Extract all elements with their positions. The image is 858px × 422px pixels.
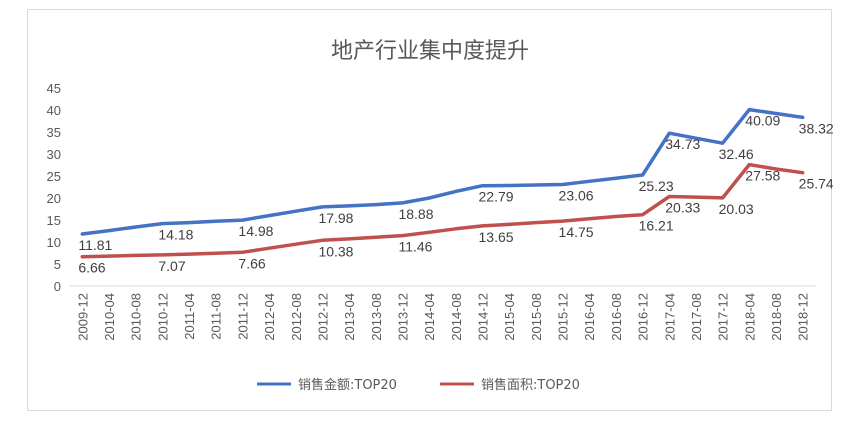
data-label: 7.07 [158, 258, 185, 274]
data-label: 27.58 [745, 168, 780, 184]
data-label: 25.23 [639, 178, 674, 194]
x-tick-label: 2016-12 [636, 293, 651, 341]
x-tick-label: 2013-12 [395, 293, 410, 341]
legend-label-sales-amount: 销售金额:TOP20 [298, 377, 397, 393]
data-label: 23.06 [559, 188, 594, 204]
x-tick-label: 2016-08 [609, 293, 624, 341]
x-tick-label: 2018-08 [769, 293, 784, 341]
data-label: 14.75 [559, 224, 594, 240]
data-label: 40.09 [745, 113, 780, 129]
data-label: 25.74 [799, 176, 833, 192]
y-tick-label: 20 [47, 191, 61, 206]
x-tick-label: 2012-12 [315, 293, 330, 341]
x-tick-label: 2015-04 [502, 293, 517, 341]
y-tick-label: 15 [47, 213, 61, 228]
x-tick-label: 2015-08 [529, 293, 544, 341]
y-tick-label: 25 [47, 169, 61, 184]
y-tick-label: 40 [47, 103, 61, 118]
data-label: 34.73 [665, 136, 700, 152]
x-tick-label: 2018-12 [796, 293, 811, 341]
data-label: 16.21 [639, 218, 674, 234]
x-tick-label: 2012-04 [262, 293, 277, 341]
data-label: 32.46 [719, 146, 754, 162]
x-tick-label: 2014-08 [449, 293, 464, 341]
chart-frame: 地产行业集中度提升 0 5 10 15 20 25 30 35 40 45 2009-12 2010… [27, 9, 833, 411]
data-label: 17.98 [318, 210, 353, 226]
x-tick-label: 2011-04 [182, 293, 197, 340]
data-label: 6.66 [78, 260, 105, 276]
series-line-sales-amount [80, 107, 805, 236]
x-tick-label: 2014-04 [422, 293, 437, 341]
data-label: 20.33 [665, 200, 700, 216]
y-tick-label: 0 [54, 279, 61, 294]
series-line-sales-area [80, 162, 805, 259]
x-tick-label: 2010-12 [155, 293, 170, 341]
data-label: 14.98 [238, 223, 273, 239]
x-tick-label: 2014-12 [476, 293, 491, 341]
x-tick-label: 2017-04 [662, 293, 677, 341]
x-tick-label: 2010-08 [129, 293, 144, 341]
legend: 销售金额:TOP20 销售面积:TOP20 [257, 377, 580, 393]
y-tick-label: 45 [47, 81, 61, 96]
data-label: 18.88 [398, 206, 433, 222]
data-label: 14.18 [158, 227, 193, 243]
x-tick-label: 2011-08 [209, 293, 224, 340]
data-label: 10.38 [318, 243, 353, 259]
y-tick-label: 10 [47, 235, 61, 250]
x-tick-label: 2012-08 [289, 293, 304, 341]
y-tick-label: 35 [47, 125, 61, 140]
data-label: 7.66 [238, 255, 265, 271]
data-label: 38.32 [799, 120, 833, 136]
y-tick-label: 5 [54, 257, 61, 272]
x-tick-label: 2017-12 [716, 293, 731, 341]
chart-title: 地产行业集中度提升 [331, 39, 529, 64]
data-label: 11.46 [398, 239, 432, 255]
data-label: 22.79 [479, 189, 514, 205]
data-label: 13.65 [479, 229, 514, 245]
x-tick-label: 2011-12 [235, 293, 250, 340]
data-label: 11.81 [78, 237, 112, 253]
x-tick-label: 2016-04 [582, 293, 597, 341]
x-tick-label: 2013-08 [369, 293, 384, 341]
data-label: 20.03 [719, 201, 754, 217]
x-tick-label: 2013-04 [342, 293, 357, 341]
y-tick-label: 30 [47, 147, 61, 162]
x-tick-label: 2017-08 [689, 293, 704, 341]
x-tick-label: 2018-04 [742, 293, 757, 341]
x-tick-label: 2009-12 [75, 293, 90, 341]
x-tick-label: 2010-04 [102, 293, 117, 341]
x-tick-label: 2015-12 [556, 293, 571, 341]
legend-label-sales-area: 销售面积:TOP20 [481, 377, 580, 393]
line-chart: 地产行业集中度提升 0 5 10 15 20 25 30 35 40 45 2009-12 2010… [47, 39, 833, 393]
